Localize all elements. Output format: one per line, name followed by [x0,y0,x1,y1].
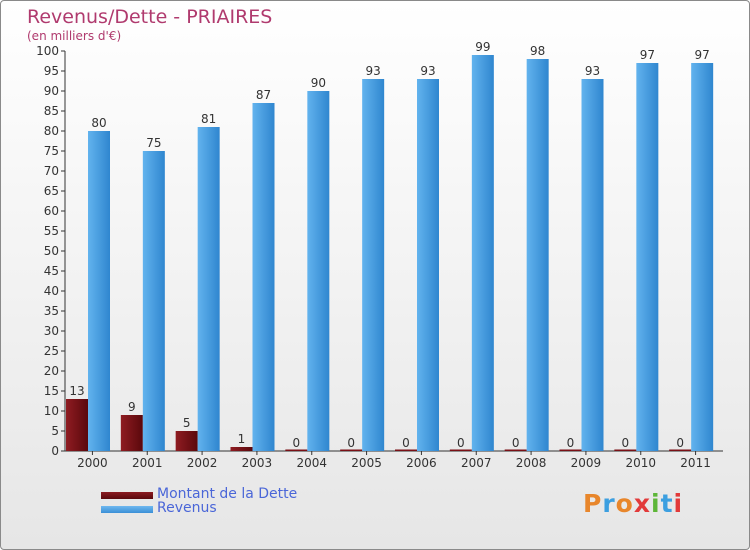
data-label: 97 [640,48,655,62]
bar-revenus [307,91,330,451]
y-tick-label: 45 [44,264,59,278]
y-tick-label: 75 [44,144,59,158]
bar-dette-zero [669,449,692,451]
y-tick-label: 10 [44,404,59,418]
x-tick-label: 2007 [461,456,492,470]
bar-dette [66,399,88,451]
data-label: 0 [347,436,355,450]
data-label: 9 [128,400,136,414]
y-tick-label: 95 [44,64,59,78]
data-label: 13 [69,384,84,398]
y-tick-label: 20 [44,364,59,378]
data-label: 0 [567,436,575,450]
data-label: 81 [201,112,216,126]
x-tick-label: 2009 [571,456,602,470]
data-label: 87 [256,88,271,102]
y-tick-label: 15 [44,384,59,398]
x-tick-label: 2006 [406,456,437,470]
y-tick-label: 80 [44,124,59,138]
x-tick-label: 2008 [516,456,547,470]
bar-revenus [471,55,494,451]
data-label: 0 [676,436,684,450]
y-tick-label: 25 [44,344,59,358]
bar-dette-zero [285,449,308,451]
y-tick-label: 85 [44,104,59,118]
data-label: 90 [311,76,326,90]
chart-unit-label: (en milliers d'€) [27,29,122,43]
y-tick-label: 65 [44,184,59,198]
y-tick-label: 30 [44,324,59,338]
bar-dette [230,447,253,451]
bar-dette-zero [614,449,637,451]
y-tick-label: 100 [36,44,59,58]
bar-revenus [691,63,714,451]
bar-dette [175,431,198,451]
x-tick-label: 2003 [242,456,273,470]
bar-dette-zero [559,449,582,451]
y-tick-label: 70 [44,164,59,178]
bar-dette-zero [504,449,527,451]
data-label: 0 [512,436,520,450]
bar-revenus [526,59,549,451]
data-label: 98 [530,44,545,58]
bar-dette-zero [340,449,363,451]
chart-title: Revenus/Dette - PRIAIRES [27,6,273,28]
bar-dette-zero [449,449,472,451]
x-tick-label: 2001 [132,456,163,470]
data-label: 0 [293,436,301,450]
y-tick-label: 5 [51,424,59,438]
data-label: 1 [238,432,246,446]
data-label: 93 [420,64,435,78]
bar-revenus [197,127,220,451]
data-label: 5 [183,416,191,430]
bar-dette-zero [395,449,417,451]
data-label: 97 [695,48,710,62]
proxiti-logo: Proxiti [583,489,684,518]
y-tick-label: 60 [44,204,59,218]
legend-swatch-revenus [101,506,153,513]
bar-revenus [142,151,165,451]
data-label: 93 [366,64,381,78]
legend-label-revenus: Revenus [157,500,217,516]
y-tick-label: 55 [44,224,59,238]
x-tick-label: 2004 [296,456,327,470]
x-tick-label: 2002 [187,456,218,470]
y-tick-label: 50 [44,244,59,258]
data-label: 0 [457,436,465,450]
bar-revenus [88,131,110,451]
data-label: 80 [91,116,106,130]
x-tick-label: 2010 [625,456,656,470]
bar-revenus [581,79,604,451]
x-tick-label: 2005 [351,456,382,470]
bar-dette [120,415,143,451]
x-tick-label: 2011 [680,456,711,470]
bar-revenus [636,63,659,451]
y-tick-label: 35 [44,304,59,318]
y-tick-label: 0 [51,444,59,458]
x-tick-label: 2000 [77,456,108,470]
bar-revenus [417,79,439,451]
data-label: 0 [622,436,630,450]
legend-label-dette: Montant de la Dette [157,486,298,502]
legend-swatch-dette [101,492,153,499]
data-label: 93 [585,64,600,78]
y-tick-label: 40 [44,284,59,298]
data-label: 75 [146,136,161,150]
bar-revenus [252,103,275,451]
data-label: 99 [475,40,490,54]
data-label: 0 [402,436,410,450]
bar-revenus [362,79,385,451]
y-tick-label: 90 [44,84,59,98]
